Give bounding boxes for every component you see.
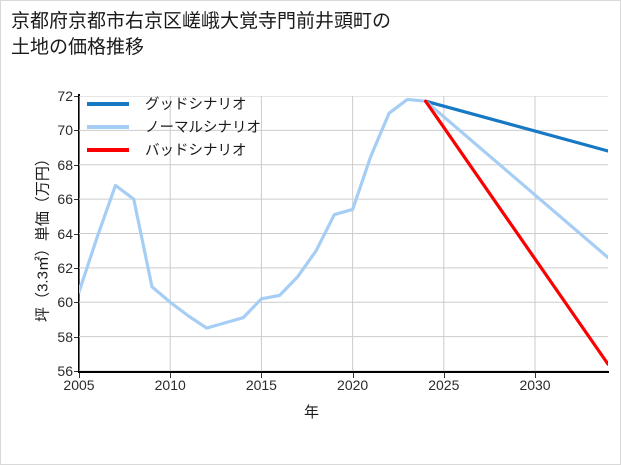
y-axis-tick-label: 70 xyxy=(57,122,73,139)
legend: グッドシナリオ ノーマルシナリオ バッドシナリオ xyxy=(87,92,307,161)
x-axis-tick-label: 2005 xyxy=(63,377,95,393)
y-axis-tick-label: 68 xyxy=(57,156,73,173)
legend-item-2[interactable]: バッドシナリオ xyxy=(87,138,307,161)
y-axis-tick-mark xyxy=(74,371,79,372)
x-axis-tick-label: 2030 xyxy=(519,377,551,393)
x-axis-tick-mark xyxy=(261,373,263,378)
x-axis-tick-mark xyxy=(79,373,80,378)
y-axis-tick-label: 56 xyxy=(57,363,73,379)
x-axis-line xyxy=(78,371,609,373)
legend-item-label: ノーマルシナリオ xyxy=(145,120,261,136)
y-axis-title: 坪（3.3㎡）単価（万円） xyxy=(34,151,52,322)
plot-area xyxy=(79,96,608,371)
legend-item-0[interactable]: グッドシナリオ xyxy=(87,92,307,115)
y-axis-tick-label: 66 xyxy=(57,191,73,208)
x-axis-tick-mark xyxy=(535,373,537,378)
y-axis-tick-labels: 72 70 68 66 64 62 60 58 56 xyxy=(29,1,73,464)
y-axis-tick-mark xyxy=(74,164,79,166)
y-axis-tick-label: 58 xyxy=(57,328,73,345)
x-axis-tick-mark xyxy=(352,373,354,378)
y-axis-tick-mark xyxy=(74,96,79,97)
legend-item-label: バッドシナリオ xyxy=(145,143,247,159)
x-axis-tick-mark xyxy=(170,373,172,378)
legend-swatch-icon xyxy=(87,147,129,152)
y-axis-tick-mark xyxy=(74,130,79,132)
y-axis-tick-mark xyxy=(74,336,79,338)
x-axis-tick-label: 2020 xyxy=(337,377,369,393)
legend-swatch-icon xyxy=(87,124,129,129)
y-axis-tick-label: 64 xyxy=(57,225,73,242)
page-title: 京都府京都市右京区嵯峨大覚寺門前井頭町の 土地の価格推移 xyxy=(11,11,392,58)
x-axis-tick-mark xyxy=(443,373,445,378)
y-axis-tick-mark xyxy=(74,233,79,235)
y-axis-tick-mark xyxy=(74,267,79,269)
chart-svg xyxy=(79,96,608,371)
legend-swatch-icon xyxy=(87,101,129,106)
x-axis-tick-label: 2015 xyxy=(245,377,277,393)
legend-item-label: グッドシナリオ xyxy=(145,97,247,113)
legend-item-1[interactable]: ノーマルシナリオ xyxy=(87,115,307,138)
series-line-バッドシナリオ xyxy=(423,99,608,366)
y-axis-tick-label: 60 xyxy=(57,294,73,311)
y-axis-tick-label: 62 xyxy=(57,259,73,276)
y-axis-tick-label: 72 xyxy=(57,88,73,104)
x-axis-title: 年 xyxy=(303,404,319,421)
x-axis-tick-label: 2010 xyxy=(154,377,186,393)
y-axis-tick-mark xyxy=(74,302,79,304)
series-line-ノーマルシナリオ xyxy=(79,97,608,330)
series-line-グッドシナリオ xyxy=(423,99,608,153)
x-axis-tick-label: 2025 xyxy=(428,377,460,393)
y-axis-tick-mark xyxy=(74,199,79,201)
